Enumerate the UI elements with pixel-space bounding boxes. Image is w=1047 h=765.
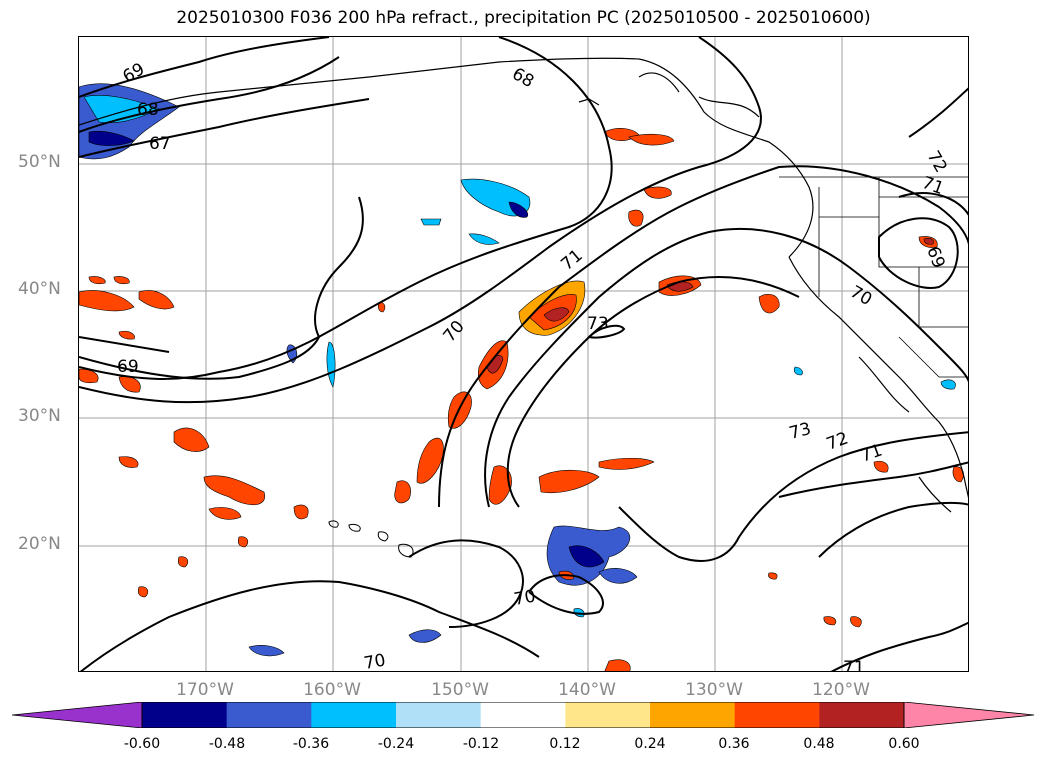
refractivity-contours: [79, 37, 968, 671]
lat-label-30n: 30°N: [18, 406, 61, 426]
colorbar-bin: [819, 702, 905, 728]
lat-label-50n: 50°N: [18, 152, 61, 172]
contour-label: 68: [509, 64, 538, 92]
colorbar-tick-label: 0.36: [718, 736, 750, 752]
lon-label-130w: 130°W: [685, 680, 743, 700]
contour-label: 71: [843, 658, 865, 672]
contour-label: 69: [120, 59, 149, 87]
contour-label: 73: [587, 314, 609, 334]
contour-label: 69: [117, 357, 139, 377]
contour-label: 73: [787, 419, 813, 444]
colorbar-tick-label: -0.36: [292, 736, 330, 752]
colorbar-bin: [480, 702, 566, 728]
map-panel: 69 68 67 68 72 71 69 70 71 70 69 73 73 7…: [78, 36, 969, 672]
colorbar: [12, 702, 1035, 728]
colorbar-bin: [396, 702, 482, 728]
colorbar-tick-label: 0.60: [888, 736, 920, 752]
colorbar-over-extension: [903, 702, 1035, 728]
lon-label-160w: 160°W: [303, 680, 361, 700]
map-svg: 69 68 67 68 72 71 69 70 71 70 69 73 73 7…: [79, 37, 968, 672]
lat-label-20n: 20°N: [18, 534, 61, 554]
precip-shading: [79, 83, 964, 671]
colorbar-tick-label: -0.24: [377, 736, 415, 752]
contour-label: 70: [440, 317, 469, 346]
colorbar-under-extension: [12, 702, 143, 728]
contour-label: 70: [847, 282, 876, 310]
contour-label: 72: [824, 429, 851, 455]
contour-label: 70: [362, 650, 387, 672]
colorbar-bin: [650, 702, 736, 728]
lon-label-120w: 120°W: [812, 680, 870, 700]
hawaii-islands: [328, 520, 414, 558]
colorbar-tick-label: 0.24: [634, 736, 666, 752]
colorbar-bin: [311, 702, 397, 728]
colorbar-bin: [734, 702, 820, 728]
colorbar-bin: [565, 702, 651, 728]
colorbar-tick-label: 0.48: [803, 736, 835, 752]
contour-label: 67: [149, 134, 171, 154]
colorbar-bin: [142, 702, 228, 728]
colorbar-tick-label: 0.12: [549, 736, 581, 752]
colorbar-tick-label: -0.12: [462, 736, 500, 752]
contour-label: 68: [137, 100, 159, 120]
contour-label: 72: [923, 148, 951, 177]
colorbar-bins: [142, 702, 905, 728]
graticule: [79, 37, 968, 671]
lon-label-140w: 140°W: [558, 680, 616, 700]
contour-label: 70: [512, 586, 537, 609]
colorbar-tick-label: -0.48: [208, 736, 246, 752]
map-title: 2025010300 F036 200 hPa refract., precip…: [176, 8, 871, 28]
colorbar-tick-label: -0.60: [123, 736, 161, 752]
colorbar-bin: [226, 702, 312, 728]
coastlines: [79, 57, 968, 513]
colorbar-outline: [141, 702, 905, 728]
lat-label-40n: 40°N: [18, 279, 61, 299]
lon-label-170w: 170°W: [176, 680, 234, 700]
lon-label-150w: 150°W: [431, 680, 489, 700]
